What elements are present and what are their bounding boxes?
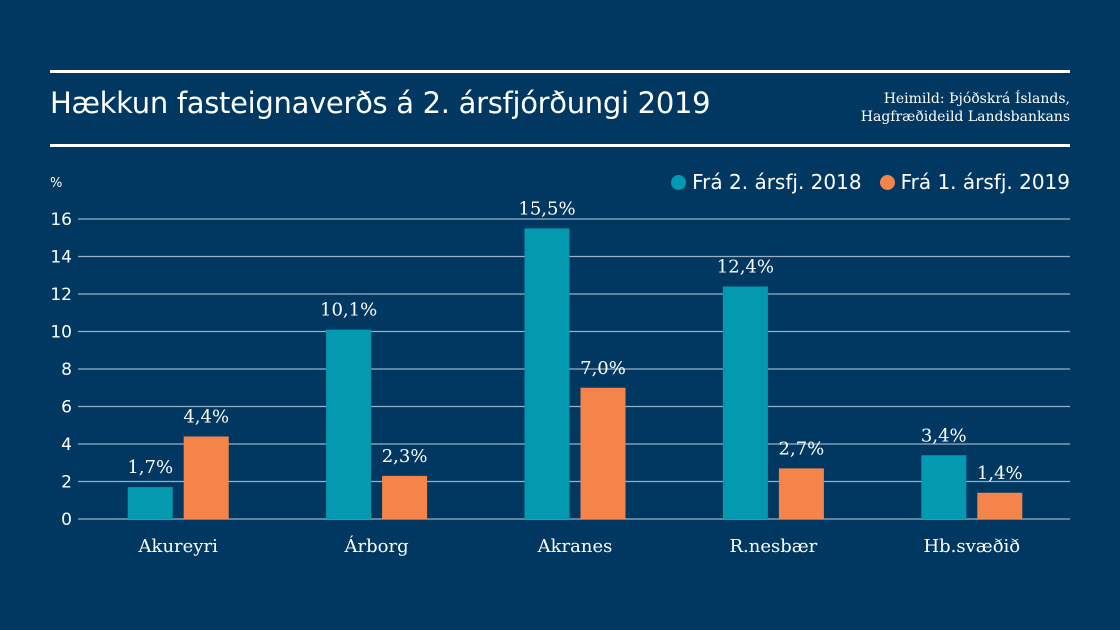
data-label-series-2: 2,7% xyxy=(779,438,825,459)
legend-item-series-1: Frá 2. ársfj. 2018 xyxy=(671,170,862,194)
data-label-series-1: 15,5% xyxy=(518,198,575,219)
data-labels: 1,7% 4,4% 10,1% 2,3% 15,5% 7,0% 12,4% 2,7% 3,4% 1… xyxy=(127,198,1022,483)
x-category-label: Akureyri xyxy=(138,536,219,557)
data-label-series-1: 12,4% xyxy=(717,257,774,278)
x-category-label: Akranes xyxy=(537,536,613,557)
x-category-label: R.nesbær xyxy=(729,536,817,557)
bar-series-2-3 xyxy=(778,468,824,519)
data-label-series-1: 1,7% xyxy=(127,457,173,478)
x-axis-categories: Akureyri Árborg Akranes R.nesbær Hb.svæðið xyxy=(138,534,1021,557)
chart-title: Hækkun fasteignaverðs á 2. ársfjórðungi … xyxy=(50,86,711,120)
data-label-series-2: 7,0% xyxy=(580,358,626,379)
data-label-series-2: 2,3% xyxy=(382,446,428,467)
y-tick-label: 4 xyxy=(61,435,72,455)
y-axis-unit-label: % xyxy=(50,176,62,191)
y-tick-label: 8 xyxy=(61,360,72,380)
data-label-series-1: 3,4% xyxy=(921,425,967,446)
bar-series-2-0 xyxy=(183,436,229,519)
bar-series-1-2 xyxy=(524,228,570,519)
legend-item-series-2: Frá 1. ársfj. 2019 xyxy=(879,170,1070,194)
bar-series-1-4 xyxy=(921,455,967,519)
data-label-series-2: 1,4% xyxy=(977,463,1023,484)
source-line-2: Hagfræðideild Landsbankans xyxy=(860,109,1070,125)
y-tick-label: 12 xyxy=(50,285,72,305)
bar-series-1-1 xyxy=(326,329,372,519)
y-tick-label: 16 xyxy=(50,210,72,230)
legend-label-series-1: Frá 2. ársfj. 2018 xyxy=(692,170,862,194)
source-note: Heimild: Þjóðskrá Íslands, Hagfræðideild… xyxy=(861,90,1070,126)
y-tick-label: 0 xyxy=(61,510,72,530)
bar-series-2-1 xyxy=(382,475,428,519)
legend-dot-series-1 xyxy=(671,174,687,190)
bar-series-1-3 xyxy=(722,286,768,519)
top-rule xyxy=(50,70,1070,73)
title-divider xyxy=(50,144,1070,147)
y-tick-label: 2 xyxy=(61,473,72,493)
x-category-label: Hb.svæðið xyxy=(923,536,1020,557)
bar-series-2-4 xyxy=(977,492,1023,519)
data-label-series-1: 10,1% xyxy=(320,300,377,321)
y-tick-label: 10 xyxy=(50,323,72,343)
bar-series-1-0 xyxy=(127,487,173,519)
legend-label-series-2: Frá 1. ársfj. 2019 xyxy=(900,170,1070,194)
gridlines xyxy=(78,218,1070,520)
x-category-label: Árborg xyxy=(344,534,409,557)
legend-dot-series-2 xyxy=(879,174,895,190)
data-label-series-2: 4,4% xyxy=(183,407,229,428)
legend: Frá 2. ársfj. 2018 Frá 1. ársfj. 2019 xyxy=(671,170,1070,194)
bars xyxy=(127,228,1023,519)
bar-series-2-2 xyxy=(580,387,626,519)
source-line-1: Heimild: Þjóðskrá Íslands, xyxy=(883,91,1070,107)
y-tick-label: 14 xyxy=(50,248,72,268)
y-tick-label: 6 xyxy=(61,398,72,418)
y-axis-ticks: 0 2 4 6 8 10 12 14 16 xyxy=(50,210,72,530)
